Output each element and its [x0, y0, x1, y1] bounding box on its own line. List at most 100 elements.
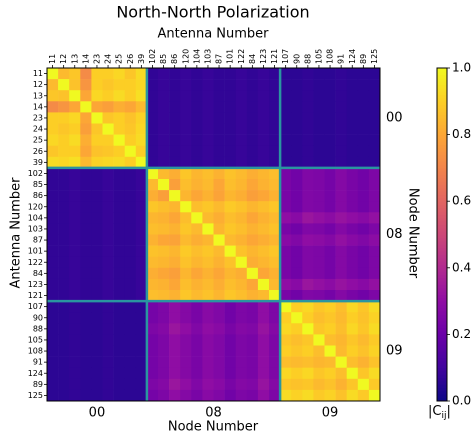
heatmap-cell	[357, 90, 370, 102]
heatmap-cell	[324, 90, 336, 102]
heatmap-cell	[91, 134, 103, 146]
colorbar-segment	[437, 317, 447, 322]
heatmap-cell	[368, 112, 381, 124]
heatmap-cell	[158, 234, 170, 246]
heatmap-cell	[346, 223, 359, 235]
heatmap-cell	[302, 167, 314, 180]
heatmap-cell	[357, 367, 370, 380]
heatmap-cell	[291, 79, 303, 91]
heatmap-cell	[47, 156, 59, 169]
heatmap-cell	[124, 68, 137, 80]
heatmap-cell	[146, 334, 159, 346]
heatmap-cell	[246, 367, 259, 380]
heatmap-cell	[302, 68, 314, 80]
y-tick-label: 39	[33, 158, 43, 167]
heatmap-cell	[180, 68, 192, 80]
heatmap-cell	[191, 312, 203, 324]
heatmap-cell	[324, 312, 336, 324]
heatmap-cell	[335, 134, 347, 146]
colorbar-segment	[437, 177, 447, 182]
x-tick-label: 108	[326, 49, 335, 64]
x-tick-label: 39	[137, 54, 146, 64]
heatmap-cell	[335, 179, 347, 191]
y-tick-label: 105	[28, 335, 43, 344]
heatmap-cell	[346, 156, 359, 169]
heatmap-cell	[69, 145, 81, 158]
heatmap-cell	[357, 167, 370, 180]
heatmap-cell	[324, 167, 336, 180]
heatmap-cell	[135, 323, 148, 335]
heatmap-cell	[280, 90, 292, 102]
heatmap-cell	[269, 290, 281, 302]
heatmap-cell	[80, 156, 92, 169]
heatmap-cell	[169, 312, 181, 324]
heatmap-cell	[368, 256, 381, 269]
heatmap-cell	[313, 267, 325, 280]
heatmap-cell	[357, 378, 370, 391]
heatmap-cell	[291, 378, 303, 391]
heatmap-cell	[146, 345, 159, 357]
heatmap-cell	[91, 167, 103, 180]
heatmap-cell	[135, 223, 148, 235]
heatmap-cell	[91, 201, 103, 213]
heatmap-cell	[224, 134, 236, 146]
colorbar-segment	[437, 104, 447, 109]
heatmap-cell	[213, 68, 225, 80]
heatmap-cell	[368, 68, 381, 80]
heatmap-cell	[113, 323, 125, 335]
heatmap-cell	[113, 278, 125, 291]
heatmap-cell	[224, 123, 236, 135]
heatmap-cell	[124, 167, 137, 180]
heatmap-cell	[91, 356, 103, 368]
colorbar-segment	[437, 374, 447, 379]
heatmap-cell	[346, 123, 359, 135]
heatmap-cell	[357, 267, 370, 280]
heatmap-cell	[257, 68, 270, 80]
heatmap-cell	[357, 68, 370, 80]
colorbar-segment	[437, 171, 447, 176]
heatmap-cell	[202, 112, 214, 124]
heatmap-cell	[324, 179, 336, 191]
heatmap-cell	[291, 301, 303, 313]
heatmap-cell	[158, 356, 170, 368]
heatmap-cell	[324, 223, 336, 235]
heatmap-cell	[69, 223, 81, 235]
y-tick-label: 25	[33, 136, 43, 145]
colorbar-segment	[437, 384, 447, 389]
heatmap-cell	[202, 378, 214, 391]
heatmap-cell	[69, 389, 81, 402]
heatmap-cell	[202, 156, 214, 169]
heatmap-cell	[246, 90, 259, 102]
heatmap-cell	[291, 90, 303, 102]
colorbar-segment	[437, 191, 447, 196]
colorbar-segment	[437, 187, 447, 192]
heatmap-cell	[324, 145, 336, 158]
colorbar-segment	[437, 184, 447, 189]
heatmap-cell	[91, 267, 103, 280]
heatmap-cell	[280, 290, 292, 302]
heatmap-cell	[69, 190, 81, 202]
heatmap-cell	[346, 290, 359, 302]
heatmap-cell	[191, 134, 203, 146]
heatmap-cell	[91, 68, 103, 80]
heatmap-cell	[280, 245, 292, 257]
heatmap-cell	[324, 68, 336, 80]
heatmap-cell	[280, 134, 292, 146]
heatmap-cell	[69, 245, 81, 257]
heatmap-cell	[280, 367, 292, 380]
heatmap-cell	[202, 389, 214, 402]
heatmap-cell	[191, 301, 203, 313]
heatmap-cell	[124, 123, 137, 135]
heatmap-cell	[335, 301, 347, 313]
heatmap-cell	[102, 112, 114, 124]
heatmap-cell	[80, 79, 92, 91]
colorbar-segment	[437, 161, 447, 166]
heatmap-cell	[191, 378, 203, 391]
heatmap-cell	[235, 201, 248, 213]
x-tick-label: 88	[303, 54, 312, 64]
heatmap-cell	[324, 267, 336, 280]
heatmap-cell	[346, 356, 359, 368]
heatmap-cell	[146, 312, 159, 324]
heatmap-cell	[80, 256, 92, 269]
heatmap-cell	[191, 234, 203, 246]
